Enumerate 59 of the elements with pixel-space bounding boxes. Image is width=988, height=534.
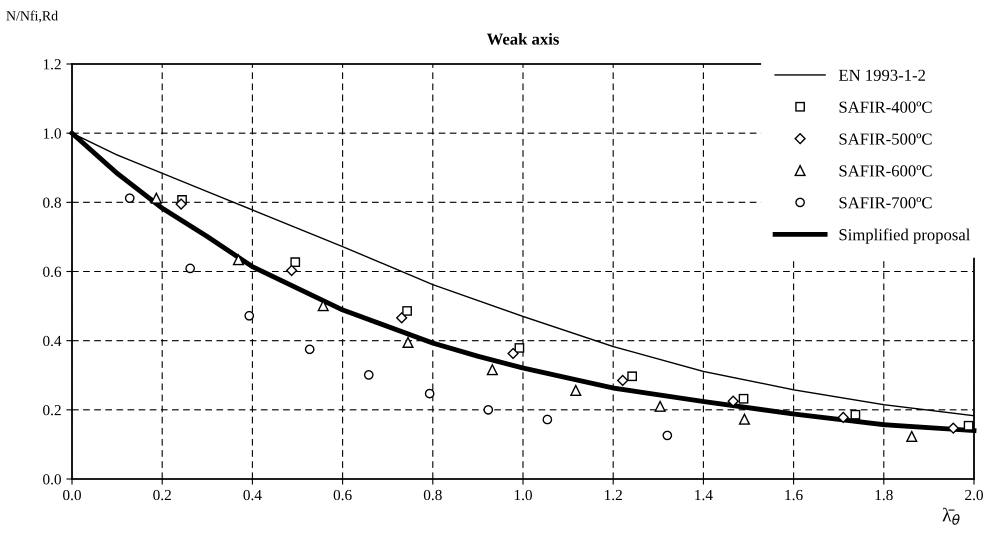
point <box>124 193 135 204</box>
x-tick-label: 0.8 <box>424 490 442 500</box>
point <box>617 374 628 386</box>
x-tick-label: 1.0 <box>514 490 532 500</box>
point <box>483 404 494 415</box>
point <box>507 348 519 360</box>
legend-label: EN 1993-1-2 <box>838 70 926 81</box>
point <box>486 364 498 376</box>
point <box>570 384 582 396</box>
point <box>838 412 849 424</box>
x-tick-label: 0.0 <box>63 490 81 500</box>
point <box>232 254 244 266</box>
y-tick-label: 0.6 <box>43 266 62 278</box>
y-tick-label: 1.0 <box>44 128 61 139</box>
point <box>964 420 974 431</box>
point <box>850 410 860 420</box>
chart-title: Weak axis <box>486 32 559 45</box>
legend-label: SAFIR-700ºC <box>840 197 932 208</box>
x-tick-label: 1.6 <box>785 490 803 500</box>
x-tick-label: 2.0 <box>965 490 983 500</box>
point <box>402 336 414 348</box>
legend-label: SAFIR-600ºC <box>840 165 932 177</box>
x-tick-label: 0.4 <box>243 490 262 500</box>
point <box>662 430 672 440</box>
point <box>424 388 435 398</box>
point <box>185 264 196 274</box>
y-tick-label: 0.8 <box>43 197 61 208</box>
point <box>304 344 315 354</box>
point <box>176 198 187 210</box>
point <box>948 422 959 434</box>
legend-label: SAFIR-400ºC <box>840 102 932 113</box>
y-tick-label: 1.2 <box>44 59 61 70</box>
point <box>364 370 374 380</box>
y-axis-title: N/Nfi,Rd <box>6 10 58 22</box>
legend-label: SAFIR-500ºC <box>840 133 932 145</box>
x-axis-title: λ̄$_{θ}$ <box>942 508 960 525</box>
point <box>542 414 552 424</box>
point <box>286 264 298 276</box>
point <box>627 371 638 382</box>
x-tick-label: 0.6 <box>334 490 352 500</box>
x-tick-label: 1.4 <box>695 490 713 500</box>
y-tick-label: 0.0 <box>43 474 61 485</box>
point <box>244 310 254 321</box>
point <box>396 312 408 324</box>
point <box>290 257 300 268</box>
point <box>906 430 918 442</box>
x-tick-label: 0.2 <box>153 490 171 500</box>
y-tick-label: 0.4 <box>43 336 62 346</box>
x-tick-label: 1.8 <box>876 490 893 500</box>
point <box>738 394 748 404</box>
point <box>728 396 739 407</box>
point <box>402 306 412 316</box>
point <box>514 343 524 353</box>
point <box>654 400 666 412</box>
x-tick-label: 1.2 <box>604 490 622 500</box>
point <box>150 192 162 204</box>
legend-label: Simplified proposal <box>840 228 970 244</box>
y-tick-label: 0.2 <box>43 404 61 416</box>
point <box>738 414 750 425</box>
